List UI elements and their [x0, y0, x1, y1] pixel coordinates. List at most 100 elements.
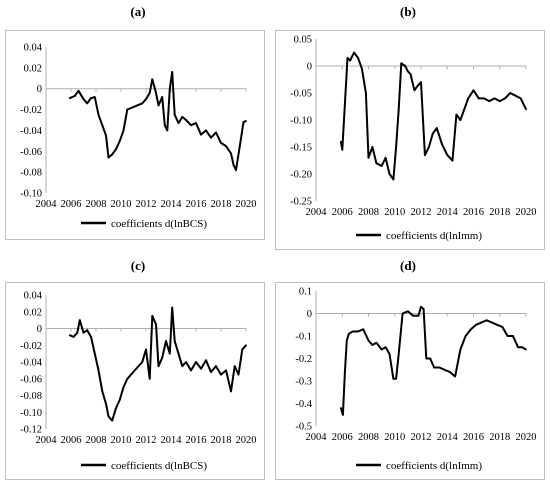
data-point [422, 308, 425, 310]
data-point [97, 369, 100, 372]
data-point [118, 139, 121, 142]
data-point [367, 339, 370, 342]
data-point [163, 124, 166, 127]
chart-c: 0.040.020-0.02-0.04-0.06-0.08-0.10-0.122… [20, 291, 256, 473]
data-point [93, 352, 96, 355]
y-tick-label: -0.20 [290, 170, 312, 181]
data-point [195, 122, 197, 125]
x-tick-label: 2008 [86, 199, 107, 210]
data-point [455, 113, 458, 116]
data-point [230, 152, 232, 155]
y-tick-label: 0.02 [24, 63, 42, 74]
data-point [345, 339, 348, 342]
data-point [454, 375, 457, 378]
data-point [475, 323, 478, 326]
data-point [413, 89, 416, 92]
panel-a-label: (a) [130, 4, 146, 19]
data-point [388, 173, 391, 175]
x-tick-label: 2020 [516, 207, 537, 218]
data-point [90, 335, 92, 338]
chart-c-frame: 0.04 0.02 0 -0.02 -0.04 -0.06 -0.08 -0.10 -0.12 2… [5, 282, 265, 480]
data-point [501, 326, 504, 328]
data-point [220, 373, 222, 376]
data-point [367, 156, 370, 159]
x-tick-label: 2016 [463, 432, 484, 443]
x-tick-label: 2016 [463, 207, 484, 218]
y-tick-label: -0.02 [20, 105, 42, 116]
chart-d-frame: 0.1 0 -0.1 -0.2 -0.3 -0.4 -0.5 2004 2006 2008 2010… [275, 282, 545, 480]
data-point [346, 57, 349, 59]
data-point [185, 361, 187, 363]
data-point [181, 115, 184, 118]
data-point [375, 162, 378, 165]
data-point [506, 335, 509, 337]
data-point [126, 108, 129, 111]
data-point [340, 140, 342, 143]
data-point [420, 305, 422, 308]
data-point [514, 94, 517, 97]
data-point [362, 328, 365, 331]
data-point [371, 344, 374, 346]
data-point [105, 402, 107, 405]
data-point [498, 100, 501, 102]
x-tick-label: 2012 [411, 432, 432, 443]
data-point [161, 96, 164, 98]
x-tick-label: 2008 [86, 435, 107, 446]
data-point [371, 146, 374, 148]
data-point [485, 319, 488, 322]
data-point [397, 353, 400, 355]
y-tick-label: 0.05 [294, 35, 312, 46]
x-tick-label: 2018 [489, 432, 510, 443]
data-point [343, 102, 346, 105]
data-point [205, 359, 207, 362]
data-point [349, 59, 352, 62]
data-point [168, 87, 171, 90]
data-point [395, 377, 397, 380]
data-point [181, 365, 184, 368]
data-point [343, 371, 346, 373]
x-tick-label: 2006 [332, 207, 353, 218]
data-point [190, 369, 192, 372]
data-point [171, 306, 174, 309]
data-point [215, 131, 217, 134]
data-point [517, 346, 520, 349]
y-tick-label: -0.06 [20, 147, 42, 158]
data-point [177, 122, 180, 125]
data-point [233, 365, 236, 368]
legend-label: coefficients d(lnImm) [386, 230, 482, 242]
data-point [401, 312, 404, 315]
y-tick-label: 0.1 [299, 287, 312, 298]
data-point [395, 146, 397, 148]
x-tick-label: 2008 [358, 432, 379, 443]
data-point [467, 97, 470, 100]
data-point [82, 98, 85, 101]
data-point [210, 136, 212, 139]
y-tick-label: -0.5 [295, 422, 312, 433]
y-tick-label: -0.05 [290, 89, 312, 100]
data-point [488, 100, 491, 102]
data-point [86, 102, 89, 105]
x-tick-label: 2014 [161, 435, 183, 446]
data-point [155, 91, 157, 94]
data-point [425, 357, 428, 360]
data-point [161, 356, 164, 359]
y-tick-label: 0.04 [24, 43, 43, 54]
data-point [82, 331, 85, 334]
data-point [111, 153, 114, 156]
data-point [397, 108, 400, 111]
data-point [148, 377, 151, 380]
data-point [341, 148, 344, 151]
series-line [69, 306, 247, 422]
chart-b-frame: 0.05 0 -0.05 -0.10 -0.15 -0.20 -0.25 2004 2006 20… [275, 30, 545, 250]
data-point [122, 129, 125, 132]
data-point [220, 142, 222, 144]
data-point [480, 321, 483, 324]
data-point [225, 145, 227, 147]
data-point [173, 340, 176, 342]
data-point [340, 407, 342, 409]
x-tick-label: 2004 [36, 435, 58, 446]
data-point [364, 92, 367, 94]
data-point [130, 373, 132, 376]
